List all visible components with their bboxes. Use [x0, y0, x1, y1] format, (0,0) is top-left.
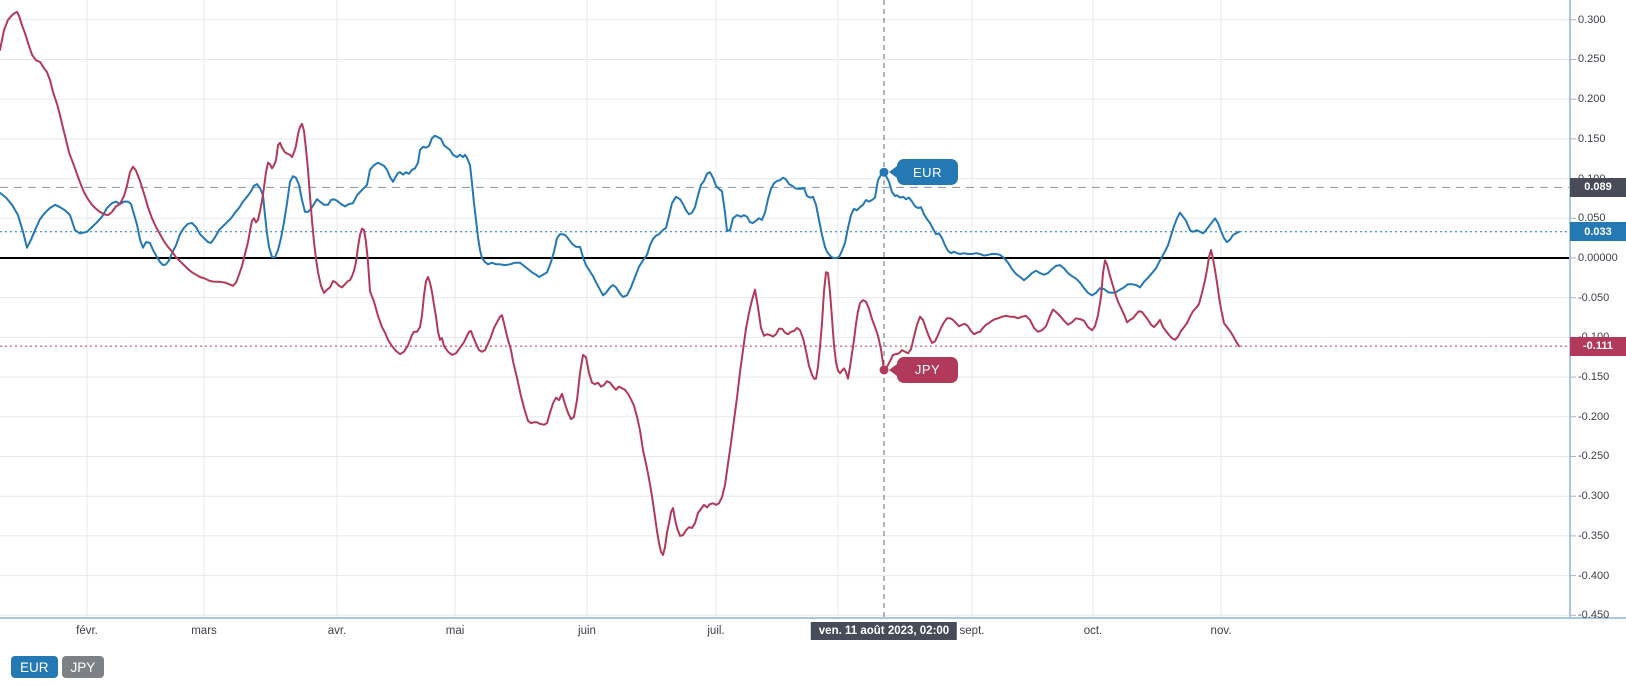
y-tick-label: 0.00000 — [1578, 251, 1618, 264]
eur-last-price-badge: 0.033 — [1570, 222, 1626, 242]
x-tick-label: nov. — [1210, 625, 1232, 637]
y-tick-label: 0.300 — [1578, 13, 1606, 26]
y-tick-label: -0.050 — [1578, 291, 1610, 304]
y-tick-label: -0.200 — [1578, 410, 1610, 423]
y-tick-label: -0.250 — [1578, 450, 1610, 463]
x-tick-label: mai — [445, 625, 465, 637]
y-tick-label: -0.450 — [1578, 609, 1610, 622]
y-tick-label: 0.150 — [1578, 132, 1606, 145]
bubble-left-arrow-icon — [889, 363, 897, 376]
y-tick-label: -0.400 — [1578, 569, 1610, 582]
eur-crosshair-dot — [879, 167, 889, 177]
legend-chip-eur[interactable]: EUR — [11, 656, 58, 678]
x-tick-label: oct. — [1083, 625, 1103, 637]
x-tick-label: juin — [578, 625, 596, 637]
x-tick-label: juil. — [707, 625, 725, 637]
jpy-crosshair-dot — [879, 365, 889, 375]
eur-series-line[interactable] — [0, 134, 1240, 298]
jpy-series-line[interactable] — [0, 10, 1240, 556]
eur-bubble-label: EUR — [913, 164, 942, 180]
y-tick-label: 0.200 — [1578, 93, 1606, 106]
y-tick-label: -0.350 — [1578, 529, 1610, 542]
x-tick-label: févr. — [76, 625, 98, 637]
prev-close-price-badge: 0.089 — [1570, 177, 1626, 197]
crosshair-date-tooltip: ven. 11 août 2023, 02:00 — [810, 622, 958, 640]
x-tick-label: mars — [191, 625, 217, 637]
x-tick-label: avr. — [327, 625, 347, 637]
bubble-left-arrow-icon — [889, 166, 897, 179]
y-tick-label: 0.250 — [1578, 53, 1606, 66]
legend-chip-jpy[interactable]: JPY — [61, 656, 105, 678]
y-tick-label: -0.300 — [1578, 490, 1610, 503]
y-tick-label: 0.050 — [1578, 212, 1606, 225]
eur-crosshair-bubble: EUR — [889, 159, 958, 186]
jpy-crosshair-bubble: JPY — [889, 356, 958, 383]
x-tick-label: sept. — [959, 625, 985, 637]
symbol-legend[interactable]: EUR JPY — [11, 656, 105, 678]
y-tick-label: -0.150 — [1578, 371, 1610, 384]
jpy-last-price-badge: -0.111 — [1570, 336, 1626, 356]
jpy-bubble-label: JPY — [914, 362, 941, 378]
